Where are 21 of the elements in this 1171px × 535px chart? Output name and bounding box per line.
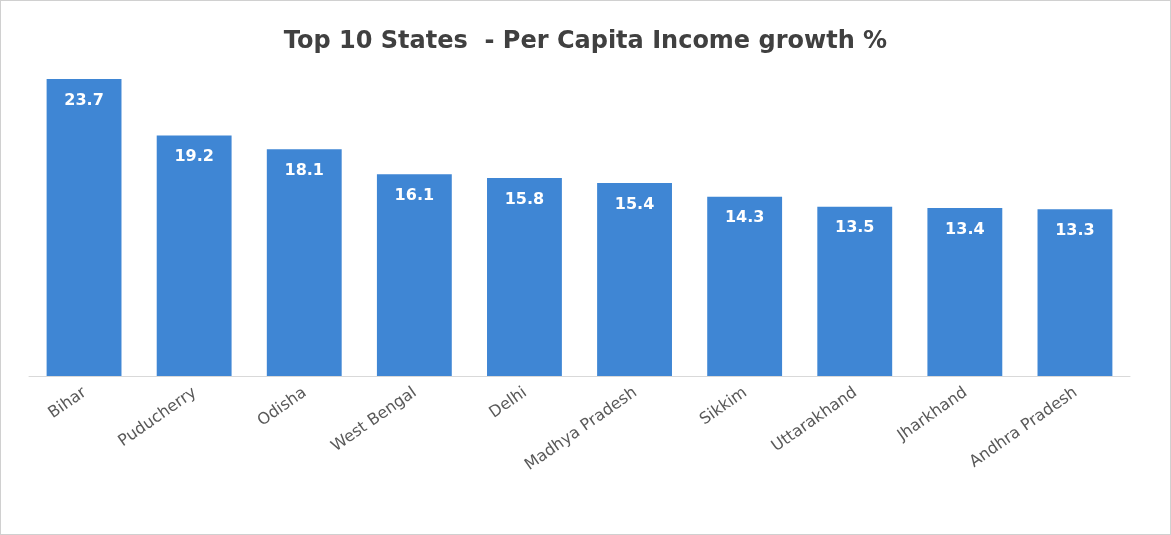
bar <box>597 183 672 376</box>
data-label: 16.1 <box>394 184 435 204</box>
data-label: 19.2 <box>174 145 214 165</box>
bar <box>156 135 232 376</box>
bar <box>46 79 122 376</box>
bar <box>487 178 562 376</box>
data-label: 13.5 <box>835 217 875 237</box>
bar <box>1037 209 1113 376</box>
data-label: 15.4 <box>614 193 655 213</box>
bar <box>707 196 783 376</box>
data-label: 23.7 <box>64 89 104 109</box>
data-label: 15.8 <box>504 188 545 208</box>
data-label: 13.3 <box>1055 219 1095 239</box>
data-label: 14.3 <box>724 207 765 227</box>
bar <box>817 206 893 376</box>
bar <box>927 208 1003 376</box>
data-label: 18.1 <box>284 159 324 179</box>
data-label: 13.4 <box>945 218 985 238</box>
bar <box>376 174 452 376</box>
bar <box>266 149 342 376</box>
chart-title: Top 10 States - Per Capita Income growth % <box>283 26 888 54</box>
